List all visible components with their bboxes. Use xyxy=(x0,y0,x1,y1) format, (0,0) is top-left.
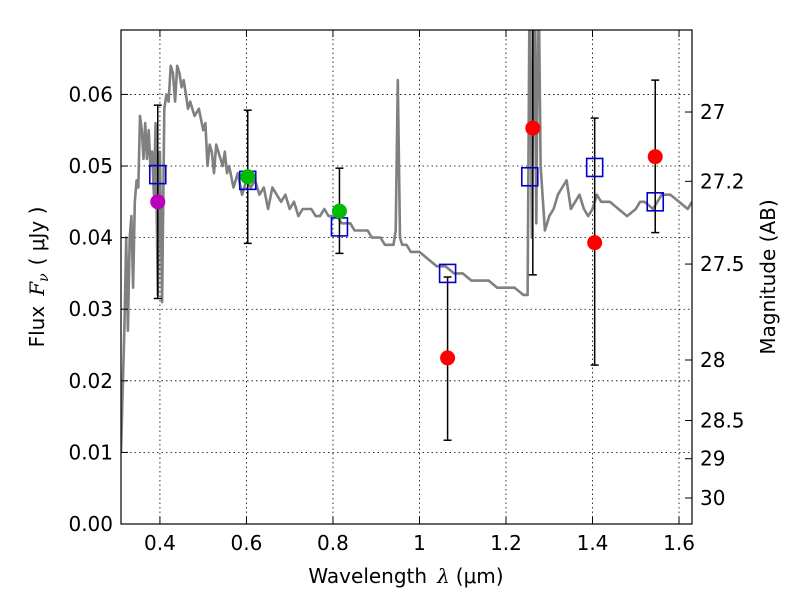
sed-layer xyxy=(121,30,692,453)
x-tick-label: 1 xyxy=(413,531,426,555)
sed-line xyxy=(121,30,692,453)
x-tick-label: 1.2 xyxy=(490,531,522,555)
x-axis-title: Wavelength λ (μm) xyxy=(308,564,503,588)
y-tick-label: 0.00 xyxy=(68,512,113,536)
mag-tick-label: 27.5 xyxy=(700,252,745,276)
mag-tick-label: 28.5 xyxy=(700,409,745,433)
mag-tick-label: 27.2 xyxy=(700,169,745,193)
green-point xyxy=(331,203,347,219)
red-point xyxy=(525,120,541,136)
y-axis-title-text: Flux xyxy=(25,306,49,348)
y-tick-label: 0.03 xyxy=(68,297,113,321)
model-square xyxy=(646,192,665,212)
red-point xyxy=(647,149,663,165)
x-axis-title-text: Wavelength xyxy=(308,564,427,588)
mag-tick-label: 27 xyxy=(700,100,725,124)
x-tick-label: 0.8 xyxy=(317,531,349,555)
mag-tick-label: 28 xyxy=(700,348,725,372)
y-tick-label: 0.02 xyxy=(68,369,113,393)
mag-tick-label: 29 xyxy=(700,447,725,471)
green-point xyxy=(240,169,256,185)
x-tick-label: 0.4 xyxy=(144,531,176,555)
mag-tick-label: 30 xyxy=(700,486,725,510)
model-square xyxy=(520,166,539,187)
model-square xyxy=(148,164,167,185)
red-point xyxy=(587,235,603,251)
y-axis-title-sub: ν xyxy=(36,273,52,282)
x-axis-title-symbol: λ xyxy=(436,564,450,588)
x-tick-label: 1.4 xyxy=(577,531,609,555)
tick-layer: 0.4 0.6 0.8 1 1.2 1.4 1.6 0.00 0.01 0.02 0.03 0.04 0… xyxy=(68,30,745,555)
y-axis-title-symbol: F xyxy=(25,281,49,297)
y2-axis-title: Magnitude (AB) xyxy=(756,199,780,354)
plot-frame xyxy=(120,29,693,525)
y-axis-title: Flux Fν ( μJy ) xyxy=(25,207,52,348)
model-square xyxy=(438,263,457,284)
red-point xyxy=(440,350,456,366)
x-axis-title-unit: (μm) xyxy=(456,564,504,588)
y-tick-label: 0.04 xyxy=(68,226,113,250)
x-tick-label: 0.6 xyxy=(231,531,263,555)
marker-layer xyxy=(148,120,665,366)
x-tick-label: 1.6 xyxy=(663,531,695,555)
y-tick-label: 0.06 xyxy=(68,82,113,106)
grid xyxy=(121,30,692,524)
y-tick-label: 0.05 xyxy=(68,154,113,178)
model-square xyxy=(585,157,604,178)
errorbar-layer xyxy=(153,30,660,441)
y-tick-label: 0.01 xyxy=(68,440,113,464)
y-axis-title-unit: ( μJy ) xyxy=(25,207,49,266)
purple-point xyxy=(150,194,166,210)
